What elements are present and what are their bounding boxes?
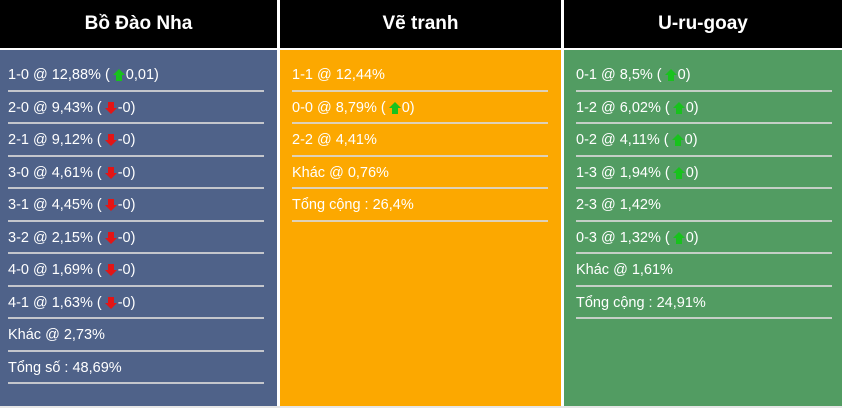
score-row: 4-1 @ 1,63% ( -0) [0, 289, 277, 322]
arrow-up-icon [672, 231, 685, 244]
score-text: 2-3 @ 1,42% [576, 197, 661, 213]
score-row: 1-1 @ 12,44% [280, 61, 561, 94]
score-text: Tổng cộng : 26,4% [292, 197, 414, 213]
score-text: 0-1 @ 8,5% ( [576, 67, 662, 83]
score-row: 2-1 @ 9,12% ( -0) [0, 126, 277, 159]
column-draw: Vẽ tranh 1-1 @ 12,44% 0-0 @ 8,79% ( 0) 2-2 … [280, 0, 561, 406]
score-row: Tổng cộng : 24,91% [564, 289, 842, 322]
column-header: Bồ Đào Nha [0, 0, 277, 48]
score-text: 3-0 @ 4,61% ( [8, 164, 102, 181]
arrow-down-icon [104, 166, 117, 179]
score-text: 2-0 @ 9,43% ( [8, 99, 102, 116]
arrow-up-icon [671, 134, 684, 147]
score-text: 2-2 @ 4,41% [292, 132, 377, 148]
column-header: Vẽ tranh [280, 0, 561, 48]
score-text: Khác @ 2,73% [8, 327, 105, 343]
change-value: -0) [117, 294, 136, 311]
score-row: 0-0 @ 8,79% ( 0) [280, 94, 561, 127]
change-value: 0) [685, 99, 699, 116]
score-row: 0-2 @ 4,11% ( 0) [564, 126, 842, 159]
score-text: 3-1 @ 4,45% ( [8, 197, 102, 213]
score-row: 2-0 @ 9,43% ( -0) [0, 94, 277, 127]
change-value: 0,01) [125, 67, 159, 83]
arrow-up-icon [112, 69, 125, 82]
arrow-down-icon [104, 296, 117, 309]
score-row: 1-3 @ 1,94% ( 0) [564, 159, 842, 192]
score-row: 1-2 @ 6,02% ( 0) [564, 94, 842, 127]
score-row: 3-1 @ 4,45% ( -0) [0, 191, 277, 224]
change-value: 0) [401, 99, 415, 116]
score-text: 2-1 @ 9,12% ( [8, 132, 102, 148]
arrow-up-icon [664, 69, 677, 82]
score-text: Tổng số : 48,69% [8, 359, 122, 376]
score-row: 3-0 @ 4,61% ( -0) [0, 159, 277, 192]
column-header: U-ru-goay [564, 0, 842, 48]
change-value: 0) [677, 67, 691, 83]
divider [0, 406, 842, 408]
score-row: 4-0 @ 1,69% ( -0) [0, 256, 277, 289]
change-value: -0) [117, 164, 136, 181]
change-value: -0) [117, 229, 136, 246]
change-value: 0) [685, 229, 699, 246]
score-text: 4-1 @ 1,63% ( [8, 294, 102, 311]
arrow-down-icon [104, 231, 117, 244]
change-value: -0) [117, 262, 136, 278]
score-row: 0-3 @ 1,32% ( 0) [564, 224, 842, 257]
arrow-up-icon [388, 101, 401, 114]
change-value: -0) [117, 132, 136, 148]
score-text: 1-3 @ 1,94% ( [576, 164, 670, 181]
arrow-up-icon [672, 166, 685, 179]
score-text: 1-1 @ 12,44% [292, 67, 385, 83]
score-row: 3-2 @ 2,15% ( -0) [0, 224, 277, 257]
score-row: 0-1 @ 8,5% ( 0) [564, 61, 842, 94]
score-text: Tổng cộng : 24,91% [576, 294, 706, 311]
score-text: 1-2 @ 6,02% ( [576, 99, 670, 116]
score-row: 1-0 @ 12,88% ( 0,01) [0, 61, 277, 94]
column-body: 1-0 @ 12,88% (0,01) 2-0 @ 9,43% (-0) 2-1 @… [0, 50, 277, 406]
score-text: 1-0 @ 12,88% ( [8, 67, 110, 83]
score-row: Khác @ 2,73% [0, 321, 277, 354]
score-text: 0-3 @ 1,32% ( [576, 229, 670, 246]
score-row: Tổng cộng : 26,4% [280, 191, 561, 224]
column-away: U-ru-goay 0-1 @ 8,5% (0) 1-2 @ 6,02% (0) 0… [564, 0, 842, 406]
column-home: Bồ Đào Nha 1-0 @ 12,88% ( 0,01) 2-0 @ 9,43… [0, 0, 277, 406]
score-row: Khác @ 0,76% [280, 159, 561, 192]
column-body: 1-1 @ 12,44% 0-0 @ 8,79% ( 0) 2-2 @ 4,41% Kh… [280, 50, 561, 406]
change-value: -0) [117, 99, 136, 116]
change-value: -0) [117, 197, 136, 213]
arrow-down-icon [104, 199, 117, 212]
arrow-down-icon [104, 134, 117, 147]
change-value: 0) [684, 132, 698, 148]
change-value: 0) [685, 164, 699, 181]
score-text: 0-0 @ 8,79% ( [292, 99, 386, 116]
score-row: 2-3 @ 1,42% [564, 191, 842, 224]
arrow-up-icon [672, 101, 685, 114]
score-text: 3-2 @ 2,15% ( [8, 229, 102, 246]
arrow-down-icon [104, 101, 117, 114]
score-text: 4-0 @ 1,69% ( [8, 262, 102, 278]
score-text: 0-2 @ 4,11% ( [576, 132, 669, 148]
score-row: Khác @ 1,61% [564, 256, 842, 289]
score-row: Tổng số : 48,69% [0, 354, 277, 387]
score-text: Khác @ 1,61% [576, 262, 673, 278]
arrow-down-icon [104, 264, 117, 277]
score-text: Khác @ 0,76% [292, 164, 389, 181]
column-body: 0-1 @ 8,5% (0) 1-2 @ 6,02% (0) 0-2 @ 4,11%… [564, 50, 842, 406]
score-row: 2-2 @ 4,41% [280, 126, 561, 159]
